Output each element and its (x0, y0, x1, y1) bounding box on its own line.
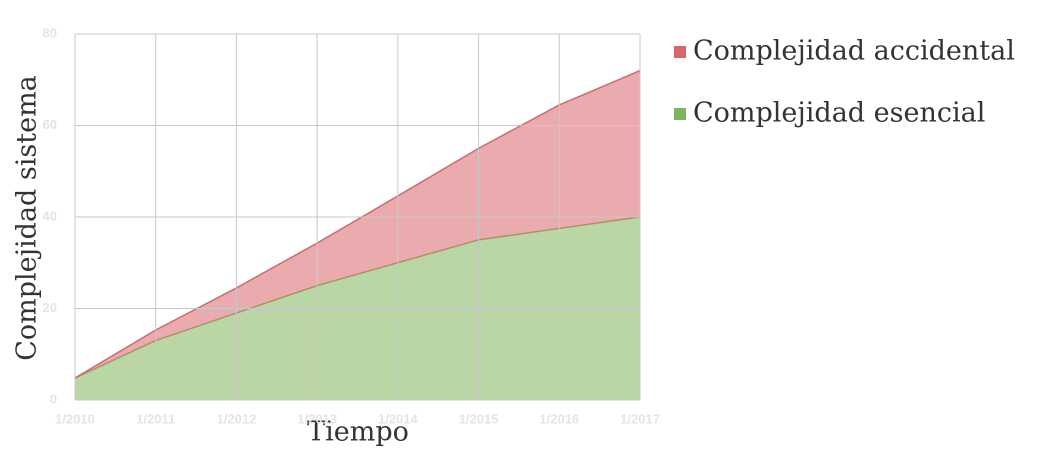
x-tick-label: 1/2013 (297, 411, 337, 426)
x-tick-label: 1/2011 (136, 411, 175, 426)
y-tick-label: 40 (43, 208, 57, 223)
y-axis-title: Complejidad sistema (12, 75, 43, 361)
legend-swatch (674, 46, 686, 58)
x-tick-label: 1/2017 (620, 411, 660, 426)
x-tick-label: 1/2016 (539, 411, 579, 426)
area-edge (74, 69, 641, 379)
y-tick-label: 80 (43, 25, 57, 40)
y-tick-label: 20 (43, 300, 57, 315)
x-tick-label: 1/2014 (378, 411, 419, 426)
x-axis-title: Tiempo (307, 417, 409, 448)
legend-swatch (674, 108, 686, 120)
y-tick-label: 0 (50, 391, 57, 406)
area (75, 70, 640, 379)
y-tick-label: 60 (43, 117, 57, 132)
legend-label: Complejidad esencial (693, 98, 985, 129)
x-tick-label: 1/2012 (217, 411, 257, 426)
legend-label: Complejidad accidental (693, 36, 1015, 67)
x-tick-label: 1/2010 (55, 411, 95, 426)
x-tick-label: 1/2015 (459, 411, 499, 426)
